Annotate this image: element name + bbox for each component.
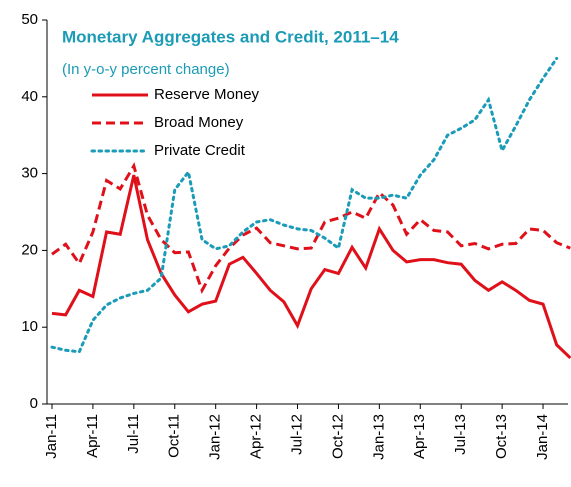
chart-title: Monetary Aggregates and Credit, 2011–14: [62, 27, 399, 46]
y-tick-label: 30: [21, 165, 38, 182]
series-line: [50, 56, 559, 354]
x-tick-label: Oct-11: [166, 414, 183, 458]
legend-label: Private Credit: [154, 142, 246, 159]
series-line: [51, 162, 571, 294]
y-tick-label: 40: [21, 88, 38, 105]
x-tick-label: Jan-13: [370, 414, 387, 460]
series-line: [51, 174, 571, 360]
x-tick-label: Jul-12: [288, 414, 305, 455]
x-tick-label: Apr-12: [248, 414, 265, 459]
x-tick-label: Jan-11: [43, 414, 60, 459]
x-tick-label: Oct-12: [329, 414, 346, 459]
x-tick-label: Jul-11: [125, 414, 142, 454]
legend-label: Reserve Money: [154, 86, 260, 103]
y-tick-label: 0: [30, 395, 38, 412]
chart-subtitle: (In y-o-y percent change): [62, 61, 230, 78]
x-tick-label: Jan-12: [207, 414, 224, 460]
legend-label: Broad Money: [154, 114, 244, 131]
y-tick-label: 50: [21, 11, 38, 28]
y-tick-label: 10: [21, 318, 38, 335]
x-tick-label: Jul-13: [452, 414, 469, 455]
x-tick-label: Oct-13: [493, 414, 510, 459]
x-tick-label: Apr-13: [411, 414, 428, 459]
x-tick-label: Jan-14: [534, 414, 551, 460]
x-tick-label: Apr-11: [84, 414, 101, 458]
y-tick-label: 20: [21, 241, 38, 258]
